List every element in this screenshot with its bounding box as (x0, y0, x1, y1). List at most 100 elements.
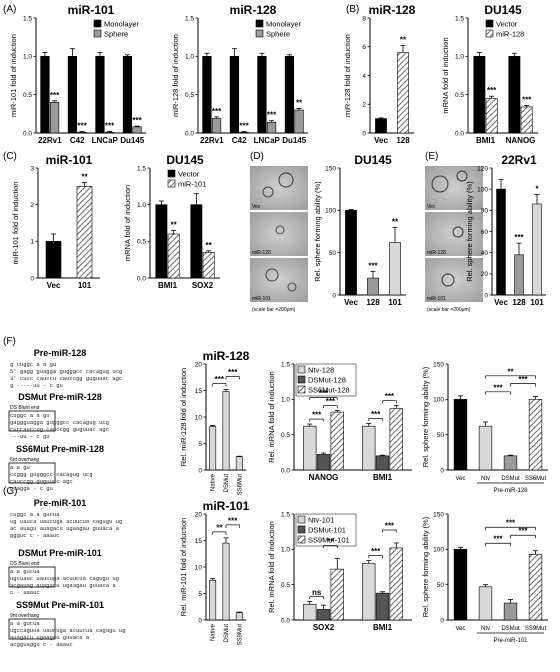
y-tick-label: 80 (481, 208, 489, 215)
x-tick-label: NANOG (506, 136, 536, 145)
y-tick-label: 2 (30, 202, 34, 209)
y-tick-label: 100 (477, 186, 488, 193)
hairpin-line: a a gucua (10, 620, 40, 627)
y-axis-label: Rel. miR-101 fold of induction (179, 518, 188, 616)
hairpin-line: ug uauca uaucuga acuucua cagugu ug (10, 518, 122, 525)
legend-swatch (297, 535, 306, 544)
x-tick-label: BMI1 (476, 136, 496, 145)
bar (316, 609, 331, 621)
y-tick-label: 20 (481, 271, 489, 278)
significance-label: ** (296, 98, 303, 107)
significance-label: ** (81, 173, 88, 182)
charts: miR-101 0.0 0.5 1.0 1.5 miR-101 fold of induc… (9, 3, 548, 645)
bar (508, 56, 521, 134)
bar (167, 233, 180, 279)
bar (362, 563, 376, 621)
bar (389, 547, 403, 621)
hairpin-line: auagacu ugaagau guuaca a (10, 634, 90, 641)
bar (514, 254, 524, 296)
bar (209, 426, 217, 471)
bar (239, 131, 249, 134)
y-tick-label: 100 (325, 208, 336, 215)
y-tick-label: 50 (437, 432, 445, 439)
y-tick-label: 1.5 (185, 15, 194, 22)
bar (473, 56, 486, 134)
y-tick-label: 15 (195, 538, 203, 545)
bar (294, 109, 304, 134)
y-tick-label: 15 (195, 388, 203, 395)
bar (303, 425, 317, 471)
y-tick-label: 0.0 (185, 130, 194, 137)
hairpin-title: Pre-miR-128 (34, 348, 87, 358)
image-label-mir128: miR-128 (427, 250, 446, 256)
hairpin-line: ac auagu auagacu ugaagau guuaca a (10, 525, 120, 532)
y-tick-label: 0 (198, 617, 202, 624)
significance-label: *** (518, 375, 528, 384)
y-tick-label: 1.5 (137, 165, 146, 172)
bar (330, 411, 344, 471)
significance-label: *** (228, 516, 238, 525)
x-tick-label: BMI1 (373, 473, 393, 482)
y-tick-label: 1.0 (185, 54, 194, 61)
y-tick-label: 0.5 (137, 239, 146, 246)
y-tick-label: 0 (484, 292, 488, 299)
image-label-mir128: miR-128 (252, 250, 271, 256)
x-tick-label: Du145 (120, 136, 145, 145)
x-tick-label: 128 (512, 298, 526, 307)
y-tick-label: 1.0 (281, 397, 290, 404)
y-tick-label: 1 (30, 239, 34, 246)
hairpin-line: cuagga - c gu (10, 485, 53, 492)
hairpin-title: SS9Mut Pre-miR-101 (16, 600, 104, 610)
bar (77, 131, 87, 134)
hairpin-box (8, 462, 56, 484)
bar (49, 102, 60, 134)
y-axis-label: Rel. mRNA fold of induction (267, 371, 276, 463)
legend-label: DSMut-101 (308, 526, 346, 535)
chart-title: miR-101 (68, 3, 115, 17)
chart-a2: miR-128 0.0 0.5 1.0 1.5 miR-128 fold of induc… (171, 3, 308, 145)
panel-letter-a: (A) (3, 4, 16, 15)
x-tick-label: Ntv (481, 476, 490, 482)
hairpin-box (8, 618, 56, 640)
significance-label: *** (371, 547, 381, 556)
chart-c2: DU145 0.0 0.5 1.0 1.5 mRNA fold of induction B… (123, 153, 220, 290)
bar (257, 56, 267, 134)
significance-label: *** (312, 411, 322, 420)
bar (485, 98, 498, 134)
y-tick-label: 0 (440, 467, 444, 474)
hairpin-line: acgguaggu c - aaauc (10, 641, 73, 648)
significance-label: * (535, 184, 539, 193)
hairpin-box-label: DS Blunt end (10, 561, 40, 567)
hairpin-line: gaggguagga gugggcc cacagug ucg (10, 419, 109, 426)
bar (190, 204, 203, 279)
bar (284, 56, 295, 134)
legend-label: Ntv-128 (308, 366, 334, 375)
group-label: Pre-miR-101 (493, 638, 528, 644)
significance-label: *** (518, 527, 528, 536)
bar (211, 118, 222, 134)
x-tick-label: SS6Mut (237, 474, 243, 496)
bar (375, 592, 390, 621)
hairpin-line: 5' gagg guagga gugggcc cacagug ucg (10, 368, 122, 375)
significance-label: *** (371, 410, 381, 419)
bar (95, 56, 105, 134)
bar (122, 56, 133, 134)
chart-d: DU145 0 50 100 150 Rel. sphere forming abilit… (313, 153, 406, 307)
chart-title: miR-128 (369, 3, 416, 17)
hairpin-box-label: 6nt overhang (10, 457, 39, 463)
x-tick-label: Vec (455, 476, 465, 482)
hairpin-f-3: SS6Mut Pre-miR-128 6nt overhang a a guccg… (8, 444, 104, 492)
x-tick-label: DSMut (501, 626, 520, 632)
hairpin-f-1: Pre-miR-128 g cuggc a a gu5' gagg guagga … (10, 348, 122, 389)
panel-letter-c: (C) (3, 151, 17, 162)
bar (209, 579, 217, 621)
bar (155, 204, 168, 279)
chart-title: 22Rv1 (501, 153, 537, 167)
image-label-vec: Vec (427, 204, 436, 210)
hairpin-title: DSMut Pre-miR-101 (18, 548, 102, 558)
bar (222, 391, 230, 471)
bar (222, 542, 230, 621)
x-tick-label: C42 (232, 136, 247, 145)
significance-label: *** (487, 86, 497, 95)
